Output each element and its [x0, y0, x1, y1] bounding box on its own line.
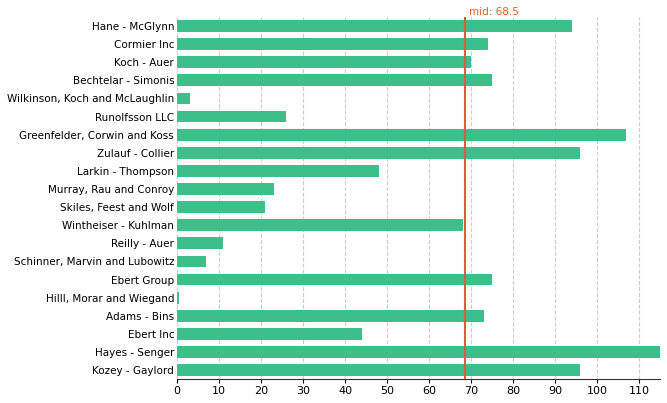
Bar — [177, 346, 664, 358]
Bar — [177, 165, 379, 177]
Bar — [177, 38, 488, 50]
Bar — [177, 147, 580, 159]
Bar — [177, 364, 580, 376]
Bar — [177, 310, 484, 322]
Bar — [177, 274, 492, 285]
Bar — [177, 328, 362, 340]
Bar — [177, 237, 223, 249]
Text: mid: 68.5: mid: 68.5 — [469, 7, 519, 17]
Bar — [177, 129, 626, 141]
Bar — [177, 219, 463, 231]
Bar — [177, 201, 265, 213]
Bar — [177, 56, 471, 68]
Bar — [177, 93, 189, 104]
Bar — [177, 256, 206, 267]
Bar — [177, 183, 273, 195]
Bar — [177, 75, 492, 86]
Bar — [177, 111, 286, 123]
Bar — [177, 20, 572, 32]
Bar — [177, 292, 179, 303]
